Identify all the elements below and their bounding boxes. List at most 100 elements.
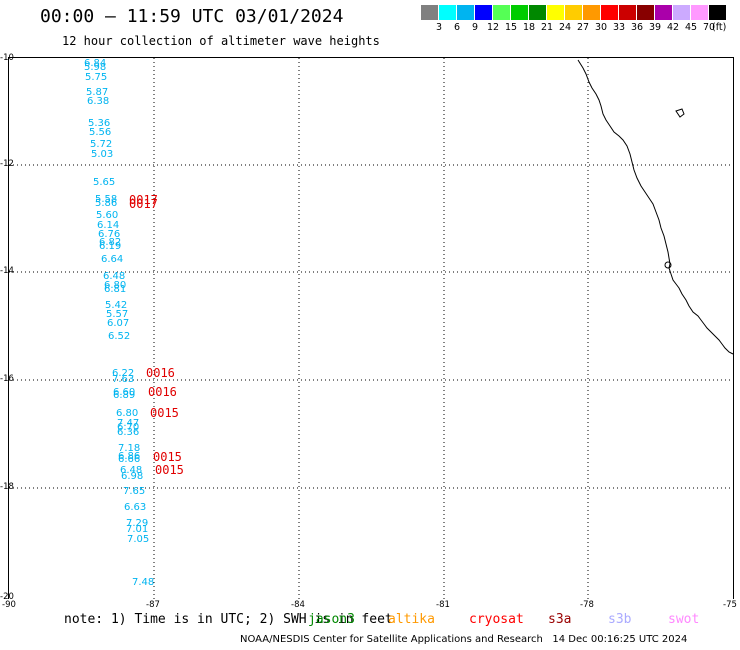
satellite-s3a: s3a — [548, 612, 572, 627]
wave-height-value: 6.48 — [120, 465, 143, 476]
legend-label: 9 — [471, 22, 479, 33]
wave-height-value: 6.63 — [124, 502, 147, 513]
legend-swatch — [583, 5, 600, 20]
lat-label: -20 — [0, 592, 14, 602]
credit-source: NOAA/NESDIS Center for Satellite Applica… — [240, 634, 543, 645]
wave-height-value: 6.64 — [101, 254, 124, 265]
legend-label: 36 — [630, 22, 644, 33]
legend-label: 24 — [558, 22, 572, 33]
lon-label: -90 — [2, 600, 16, 610]
lat-label: -18 — [0, 482, 14, 492]
wave-height-value: 6.70 — [117, 422, 140, 433]
legend-swatch — [691, 5, 708, 20]
legend-swatch — [637, 5, 654, 20]
wave-height-value: 5.03 — [91, 149, 114, 160]
render-timestamp: 14 Dec 00:16:25 UTC 2024 — [552, 634, 688, 645]
pass-time-marker: 0016 — [146, 366, 175, 380]
wave-height-value: 5.36 — [88, 118, 111, 129]
wave-height-value: 6.07 — [107, 318, 130, 329]
lat-label: -16 — [0, 374, 14, 384]
wave-height-value: 5.86 — [95, 198, 118, 209]
pass-time-marker: 0017 — [129, 193, 158, 207]
legend-swatch — [565, 5, 582, 20]
wave-height-value: 6.82 — [99, 237, 122, 248]
pass-time-marker: 0015 — [155, 463, 184, 477]
wave-height-value: 6.52 — [108, 331, 131, 342]
lon-label: -84 — [291, 600, 305, 610]
wave-height-value: 7.48 — [132, 577, 155, 588]
legend-label: 15 — [504, 22, 518, 33]
pass-time-marker: 0015 — [150, 406, 179, 420]
wave-height-legend: 3 6 9 12 15 18 21 24 27 30 33 36 39 42 45 70 (ft) — [421, 5, 727, 35]
pass-time-marker: 0017 — [129, 197, 158, 211]
wave-height-value: 5.56 — [89, 127, 112, 138]
legend-label: 45 — [684, 22, 698, 33]
legend-label: 42 — [666, 22, 680, 33]
wave-height-value: 5.42 — [105, 300, 128, 311]
wave-height-value: 7.05 — [127, 534, 150, 545]
satellite-altika: altika — [388, 612, 435, 627]
legend-label: 33 — [612, 22, 626, 33]
satellite-cryosat: cryosat — [469, 612, 524, 627]
lake-outline — [664, 261, 672, 269]
legend-label: 70 — [702, 22, 716, 33]
wave-height-value: 6.81 — [104, 284, 127, 295]
coastal-island — [675, 108, 685, 118]
map-grid — [9, 58, 733, 599]
map-title: 00:00 — 11:59 UTC 03/01/2024 — [40, 6, 344, 27]
wave-height-value: 7.18 — [118, 443, 141, 454]
wave-height-value: 5.60 — [96, 210, 119, 221]
wave-height-value: 5.87 — [86, 87, 109, 98]
lon-label: -81 — [436, 600, 450, 610]
satellite-jason3: jason3 — [308, 612, 355, 627]
legend-swatch — [457, 5, 474, 20]
lat-label: -10 — [0, 53, 14, 63]
wave-height-value: 7.01 — [126, 524, 149, 535]
legend-swatch — [529, 5, 546, 20]
wave-height-value: 5.72 — [90, 139, 113, 150]
wave-height-value: 7.63 — [112, 374, 135, 385]
legend-label: 3 — [435, 22, 443, 33]
legend-label: 12 — [486, 22, 500, 33]
wave-height-value: 6.36 — [117, 427, 140, 438]
legend-swatch — [601, 5, 618, 20]
wave-height-value: 6.76 — [98, 229, 121, 240]
legend-swatch — [439, 5, 456, 20]
legend-swatch — [673, 5, 690, 20]
legend-label: 18 — [522, 22, 536, 33]
wave-height-value: 6.48 — [103, 271, 126, 282]
legend-label: 21 — [540, 22, 554, 33]
wave-height-value: 6.80 — [116, 408, 139, 419]
legend-unit: (ft) — [712, 22, 727, 33]
wave-height-value: 5.98 — [84, 62, 107, 73]
wave-height-value: 6.66 — [118, 454, 141, 465]
wave-height-value: 5.75 — [85, 72, 108, 83]
wave-height-value: 7.29 — [126, 518, 149, 529]
legend-swatch — [655, 5, 672, 20]
wave-height-value: 6.98 — [121, 471, 144, 482]
wave-height-value: 6.22 — [112, 368, 135, 379]
lat-label: -14 — [0, 266, 14, 276]
legend-swatch — [709, 5, 726, 20]
wave-height-value: 5.57 — [106, 309, 129, 320]
footer-note: note: 1) Time is in UTC; 2) SWH is in fe… — [64, 612, 393, 627]
wave-height-value: 6.60 — [113, 387, 136, 398]
lon-label: -87 — [146, 600, 160, 610]
legend-swatch — [475, 5, 492, 20]
legend-label: 30 — [594, 22, 608, 33]
map-subtitle: 12 hour collection of altimeter wave hei… — [62, 34, 380, 48]
map-canvas — [9, 58, 734, 599]
legend-label: 6 — [453, 22, 461, 33]
wave-height-value: 6.14 — [97, 220, 120, 231]
pass-time-marker: 0015 — [153, 450, 182, 464]
wave-height-value: 6.89 — [113, 390, 136, 401]
peru-coastline — [577, 59, 734, 355]
legend-swatch — [493, 5, 510, 20]
satellite-s3b: s3b — [608, 612, 632, 627]
wave-height-value: 6.38 — [87, 96, 110, 107]
legend-label: 27 — [576, 22, 590, 33]
wave-height-value: 6.19 — [99, 241, 122, 252]
legend-swatch — [547, 5, 564, 20]
wave-height-value: 6.80 — [104, 280, 127, 291]
legend-label: 39 — [648, 22, 662, 33]
